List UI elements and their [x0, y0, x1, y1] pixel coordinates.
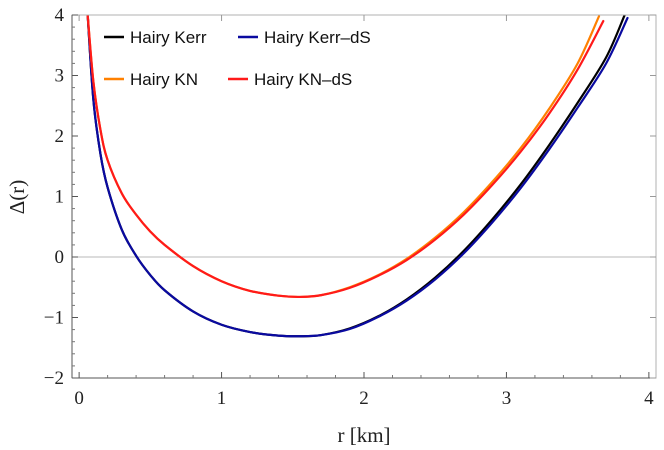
series-line-hairy-kn-ds-3: [86, 15, 605, 299]
y-axis-title: Δ(r): [5, 180, 29, 214]
y-tick-label: 0: [55, 247, 65, 268]
x-tick-label: 4: [644, 388, 654, 409]
y-tick-label: −2: [44, 368, 64, 389]
y-tick-label: 3: [55, 66, 65, 87]
legend-item-hairy-kn-ds: Hairy KN–dS: [228, 70, 352, 89]
series-line-hairy-kerr-0: [86, 15, 626, 338]
legend-item-hairy-kn: Hairy KN: [104, 70, 198, 89]
x-tick-label: 3: [502, 388, 512, 409]
x-tick-label: 2: [359, 388, 369, 409]
legend-label: Hairy Kerr–dS: [264, 28, 371, 47]
series-line-hairy-kerr-ds-1: [86, 15, 629, 338]
y-tick-label: −1: [44, 308, 64, 329]
legend-label: Hairy Kerr: [130, 28, 207, 47]
y-tick-label: 4: [55, 5, 65, 26]
x-tick-label: 0: [74, 388, 84, 409]
legend-item-hairy-kerr-ds: Hairy Kerr–dS: [238, 28, 371, 47]
x-tick-label: 1: [217, 388, 227, 409]
y-tick-label: 2: [55, 126, 65, 147]
x-axis-title: r [km]: [337, 423, 390, 447]
legend-label: Hairy KN–dS: [254, 70, 352, 89]
series-line-hairy-kn-2: [86, 15, 601, 299]
legend-label: Hairy KN: [130, 70, 198, 89]
legend-item-hairy-kerr: Hairy Kerr: [104, 28, 207, 47]
y-tick-label: 1: [55, 187, 65, 208]
